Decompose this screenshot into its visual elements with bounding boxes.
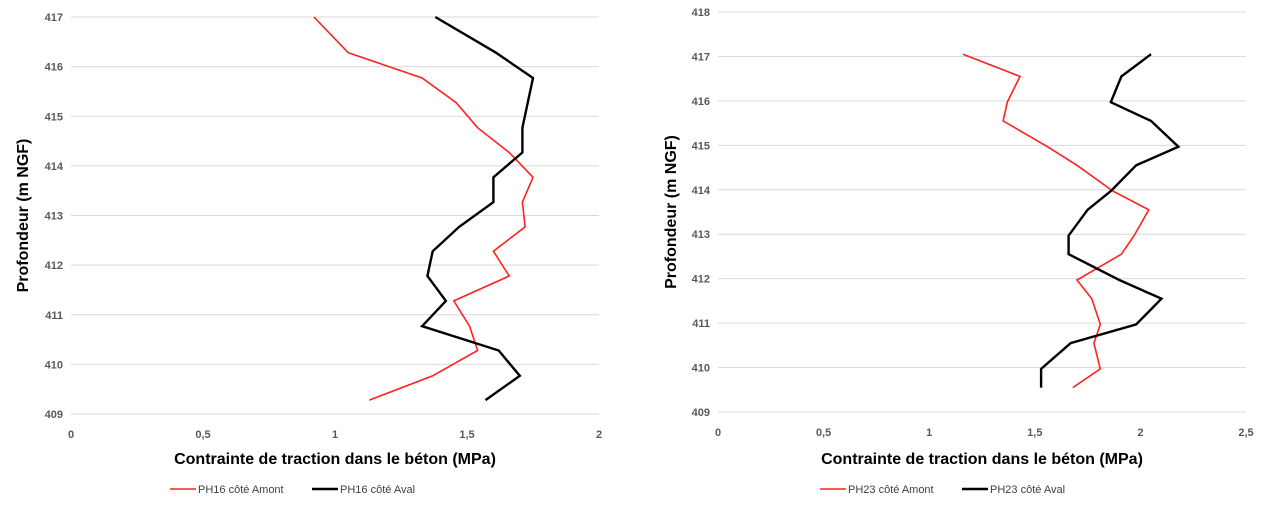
x-tick-label: 0	[68, 429, 74, 441]
x-tick-label: 0	[715, 427, 721, 439]
x-axis-title: Contrainte de traction dans le béton (MP…	[174, 451, 496, 468]
legend-entry: PH23 côté Aval	[990, 484, 1065, 496]
y-tick-label: 413	[692, 229, 710, 241]
x-tick-label: 1	[332, 429, 338, 441]
x-tick-label: 1,5	[459, 429, 474, 441]
x-tick-label: 2	[596, 429, 602, 441]
y-tick-label: 415	[45, 111, 63, 123]
y-tick-label: 412	[692, 274, 710, 286]
x-tick-label: 0,5	[816, 427, 831, 439]
y-tick-label: 414	[45, 161, 64, 173]
y-tick-label: 417	[692, 51, 710, 63]
x-tick-label: 0,5	[195, 429, 210, 441]
y-tick-label: 415	[692, 140, 710, 152]
y-tick-label: 417	[45, 12, 63, 24]
y-tick-label: 410	[45, 359, 63, 371]
legend-entry: PH16 côté Aval	[340, 484, 415, 496]
y-tick-label: 411	[692, 318, 710, 330]
chart-2: 409 410 411 412 413 414 415 416 417 418 0 0,5 1 1,5 2 2…	[663, 7, 1254, 496]
series-line-aval	[419, 15, 535, 402]
chart-1: 409 410 411 412 413 414 415 416 417 0 0,5 1 1,5 2 Cont…	[15, 12, 602, 496]
y-tick-label: 410	[692, 363, 710, 375]
y-tick-label: 418	[692, 7, 710, 19]
y-tick-label: 414	[692, 185, 711, 197]
y-tick-label: 409	[45, 409, 63, 421]
series-line-amont	[313, 16, 534, 401]
legend-entry: PH23 côté Amont	[848, 484, 934, 496]
x-tick-label: 1	[926, 427, 932, 439]
x-tick-label: 2	[1137, 427, 1143, 439]
y-tick-label: 412	[45, 260, 63, 272]
y-tick-label: 416	[692, 96, 710, 108]
series-line-aval	[1039, 53, 1181, 388]
series-line-amont	[962, 53, 1150, 389]
y-axis-title: Profondeur (m NGF)	[663, 135, 680, 289]
y-tick-label: 416	[45, 62, 63, 74]
y-axis-title: Profondeur (m NGF)	[15, 139, 32, 293]
y-tick-label: 411	[45, 310, 63, 322]
y-tick-label: 413	[45, 211, 63, 223]
x-axis-title: Contrainte de traction dans le béton (MP…	[821, 451, 1143, 468]
x-tick-label: 1,5	[1027, 427, 1042, 439]
x-tick-label: 2,5	[1238, 427, 1253, 439]
legend-entry: PH16 côté Amont	[198, 484, 284, 496]
y-tick-label: 409	[692, 407, 710, 419]
